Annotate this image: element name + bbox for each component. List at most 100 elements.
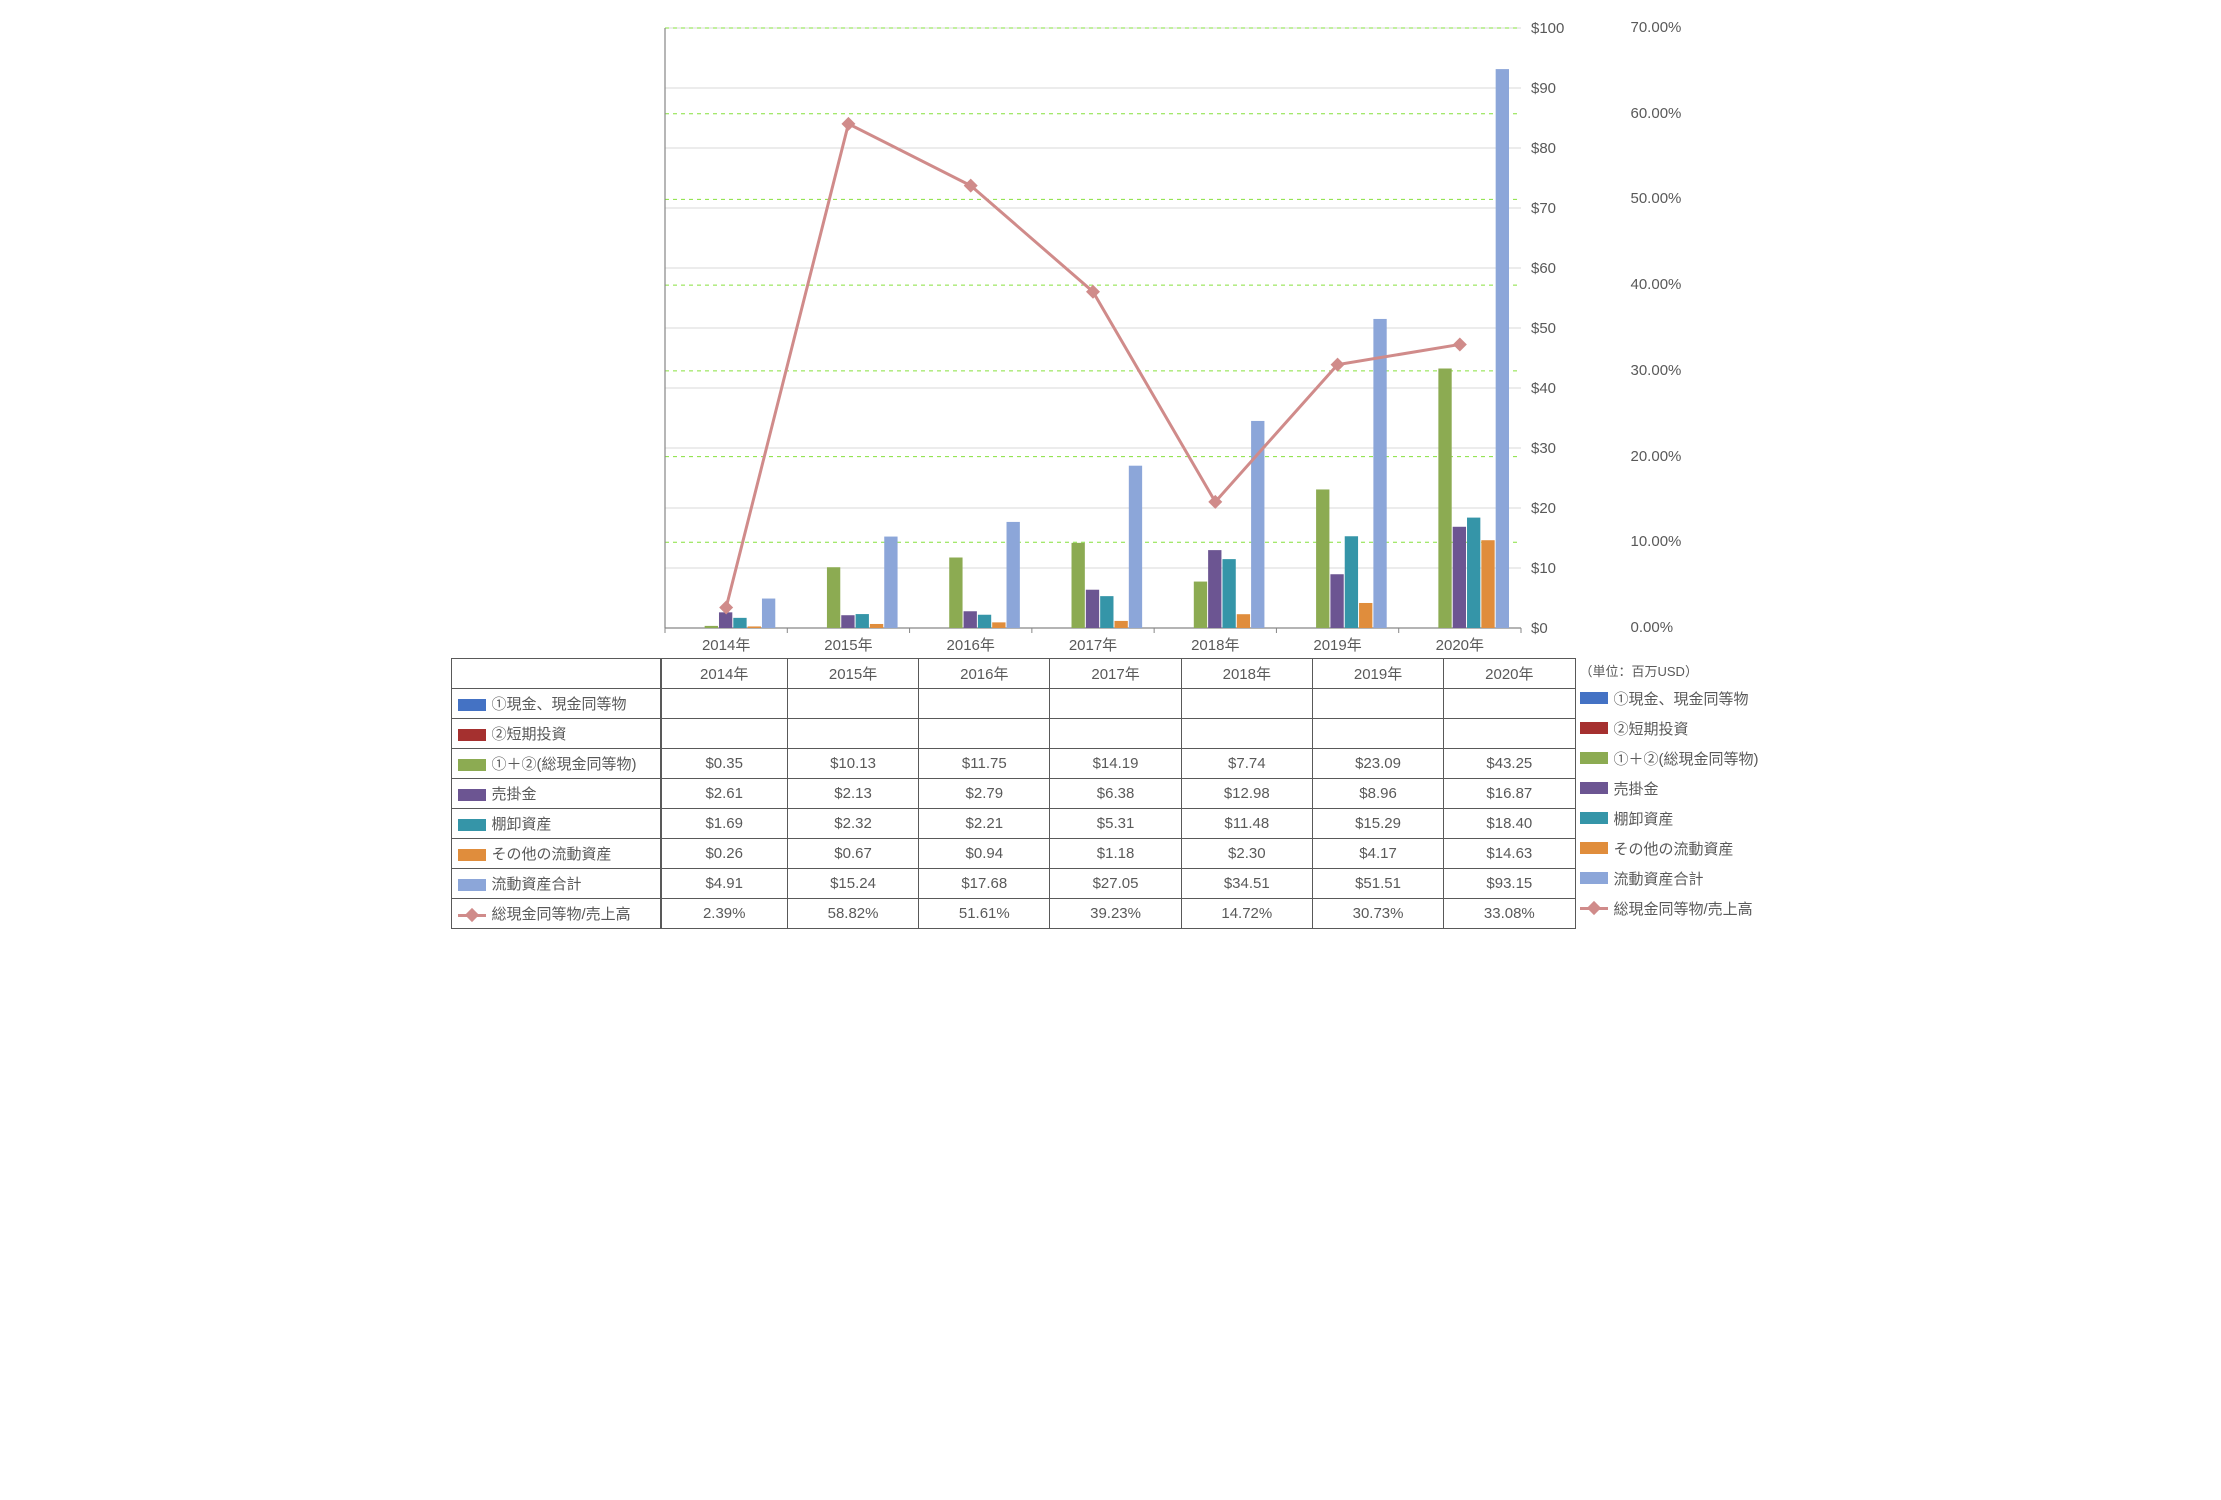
table-cell-ar: $2.61 bbox=[661, 779, 787, 809]
y1-tick-label: $80 bbox=[1531, 140, 1556, 157]
bar-ar bbox=[718, 612, 731, 628]
bar-other_ca bbox=[992, 622, 1005, 628]
series-label-total_cash: ①＋②(総現金同等物) bbox=[451, 749, 660, 779]
series-label-other_ca: その他の流動資産 bbox=[451, 839, 660, 869]
bar-total_ca bbox=[1373, 319, 1386, 628]
table-cell-other_ca: $2.30 bbox=[1181, 839, 1312, 869]
legend-item-short_inv: ②短期投資 bbox=[1576, 713, 1771, 743]
legend: ①現金、現金同等物②短期投資①＋②(総現金同等物)売掛金棚卸資産その他の流動資産… bbox=[1576, 683, 1771, 923]
table-cell-ratio: 30.73% bbox=[1312, 899, 1443, 929]
y2-tick-label: 30.00% bbox=[1631, 362, 1682, 379]
table-cell-inventory: $2.21 bbox=[919, 809, 1050, 839]
y1-tick-label: $40 bbox=[1531, 380, 1556, 397]
y2-tick-label: 0.00% bbox=[1631, 619, 1674, 636]
table-header-year: 2019年 bbox=[1312, 659, 1443, 689]
bar-inventory bbox=[1222, 559, 1235, 628]
bar-total_cash bbox=[1071, 543, 1084, 628]
table-cell-ar: $6.38 bbox=[1050, 779, 1181, 809]
table-cell-ratio: 2.39% bbox=[661, 899, 787, 929]
legend-item-cash: ①現金、現金同等物 bbox=[1576, 683, 1771, 713]
legend-item-inventory: 棚卸資産 bbox=[1576, 803, 1771, 833]
table-cell-inventory: $2.32 bbox=[787, 809, 918, 839]
legend-item-total_cash: ①＋②(総現金同等物) bbox=[1576, 743, 1771, 773]
chart-svg: 2014年2015年2016年2017年2018年2019年2020年$0$10… bbox=[661, 20, 1576, 658]
chart-container: 2014年2015年2016年2017年2018年2019年2020年$0$10… bbox=[451, 20, 1771, 929]
table-cell-other_ca: $0.26 bbox=[661, 839, 787, 869]
y1-tick-label: $20 bbox=[1531, 500, 1556, 517]
table-cell-cash bbox=[1444, 689, 1575, 719]
bar-other_ca bbox=[1481, 540, 1494, 628]
x-tick-label: 2020年 bbox=[1435, 637, 1483, 654]
table-cell-short_inv bbox=[919, 719, 1050, 749]
bar-total_cash bbox=[1193, 582, 1206, 628]
table-cell-total_cash: $14.19 bbox=[1050, 749, 1181, 779]
table-cell-ar: $2.13 bbox=[787, 779, 918, 809]
x-tick-label: 2017年 bbox=[1068, 637, 1116, 654]
table-cell-cash bbox=[919, 689, 1050, 719]
table-header-year: 2020年 bbox=[1444, 659, 1575, 689]
bar-total_ca bbox=[884, 537, 897, 628]
table-cell-total_cash: $10.13 bbox=[787, 749, 918, 779]
table-cell-other_ca: $14.63 bbox=[1444, 839, 1575, 869]
table-cell-inventory: $18.40 bbox=[1444, 809, 1575, 839]
table-cell-other_ca: $4.17 bbox=[1312, 839, 1443, 869]
table-cell-inventory: $5.31 bbox=[1050, 809, 1181, 839]
y2-tick-label: 60.00% bbox=[1631, 105, 1682, 122]
y1-tick-label: $90 bbox=[1531, 80, 1556, 97]
table-cell-cash bbox=[1050, 689, 1181, 719]
table-cell-ar: $16.87 bbox=[1444, 779, 1575, 809]
bar-ar bbox=[1452, 527, 1465, 628]
table-cell-short_inv bbox=[661, 719, 787, 749]
legend-item-ar: 売掛金 bbox=[1576, 773, 1771, 803]
bar-other_ca bbox=[1114, 621, 1127, 628]
bar-ar bbox=[1208, 550, 1221, 628]
y1-tick-label: $10 bbox=[1531, 560, 1556, 577]
table-cell-total_ca: $4.91 bbox=[661, 869, 787, 899]
table-cell-ar: $12.98 bbox=[1181, 779, 1312, 809]
bar-inventory bbox=[855, 614, 868, 628]
series-label-cash: ①現金、現金同等物 bbox=[451, 689, 660, 719]
series-label-ar: 売掛金 bbox=[451, 779, 660, 809]
table-header-year: 2016年 bbox=[919, 659, 1050, 689]
series-value-table: 2014年2015年2016年2017年2018年2019年2020年 $0.3… bbox=[661, 658, 1576, 929]
bar-other_ca bbox=[869, 624, 882, 628]
marker-ratio bbox=[1452, 337, 1466, 351]
bar-total_cash bbox=[826, 567, 839, 628]
chart-plot-row: 2014年2015年2016年2017年2018年2019年2020年$0$10… bbox=[451, 20, 1771, 658]
table-cell-total_ca: $51.51 bbox=[1312, 869, 1443, 899]
bar-ar bbox=[1330, 574, 1343, 628]
bar-ar bbox=[963, 611, 976, 628]
y2-tick-label: 10.00% bbox=[1631, 533, 1682, 550]
table-cell-ratio: 51.61% bbox=[919, 899, 1050, 929]
table-cell-total_ca: $93.15 bbox=[1444, 869, 1575, 899]
unit-label: （単位：百万USD） bbox=[1576, 658, 1771, 683]
table-cell-total_cash: $7.74 bbox=[1181, 749, 1312, 779]
bar-total_ca bbox=[761, 599, 774, 628]
table-cell-inventory: $15.29 bbox=[1312, 809, 1443, 839]
bar-total_cash bbox=[1316, 489, 1329, 628]
y2-tick-label: 20.00% bbox=[1631, 448, 1682, 465]
x-tick-label: 2014年 bbox=[701, 637, 749, 654]
y1-tick-label: $0 bbox=[1531, 620, 1548, 637]
table-cell-ratio: 39.23% bbox=[1050, 899, 1181, 929]
table-cell-total_ca: $34.51 bbox=[1181, 869, 1312, 899]
y1-tick-label: $60 bbox=[1531, 260, 1556, 277]
table-cell-total_cash: $11.75 bbox=[919, 749, 1050, 779]
bar-inventory bbox=[1344, 536, 1357, 628]
plot-with-axes: 2014年2015年2016年2017年2018年2019年2020年$0$10… bbox=[661, 20, 1576, 658]
table-cell-cash bbox=[787, 689, 918, 719]
bar-total_cash bbox=[704, 626, 717, 628]
bar-total_ca bbox=[1128, 466, 1141, 628]
table-cell-cash bbox=[661, 689, 787, 719]
series-label-total_ca: 流動資産合計 bbox=[451, 869, 660, 899]
table-cell-total_cash: $23.09 bbox=[1312, 749, 1443, 779]
data-table-row: ①現金、現金同等物②短期投資①＋②(総現金同等物)売掛金棚卸資産その他の流動資産… bbox=[451, 658, 1771, 929]
line-ratio bbox=[726, 124, 1460, 608]
bar-inventory bbox=[1467, 518, 1480, 628]
y1-tick-label: $70 bbox=[1531, 200, 1556, 217]
table-cell-total_cash: $43.25 bbox=[1444, 749, 1575, 779]
legend-item-other_ca: その他の流動資産 bbox=[1576, 833, 1771, 863]
bar-other_ca bbox=[1236, 614, 1249, 628]
bar-total_cash bbox=[1438, 369, 1451, 629]
table-cell-short_inv bbox=[1050, 719, 1181, 749]
